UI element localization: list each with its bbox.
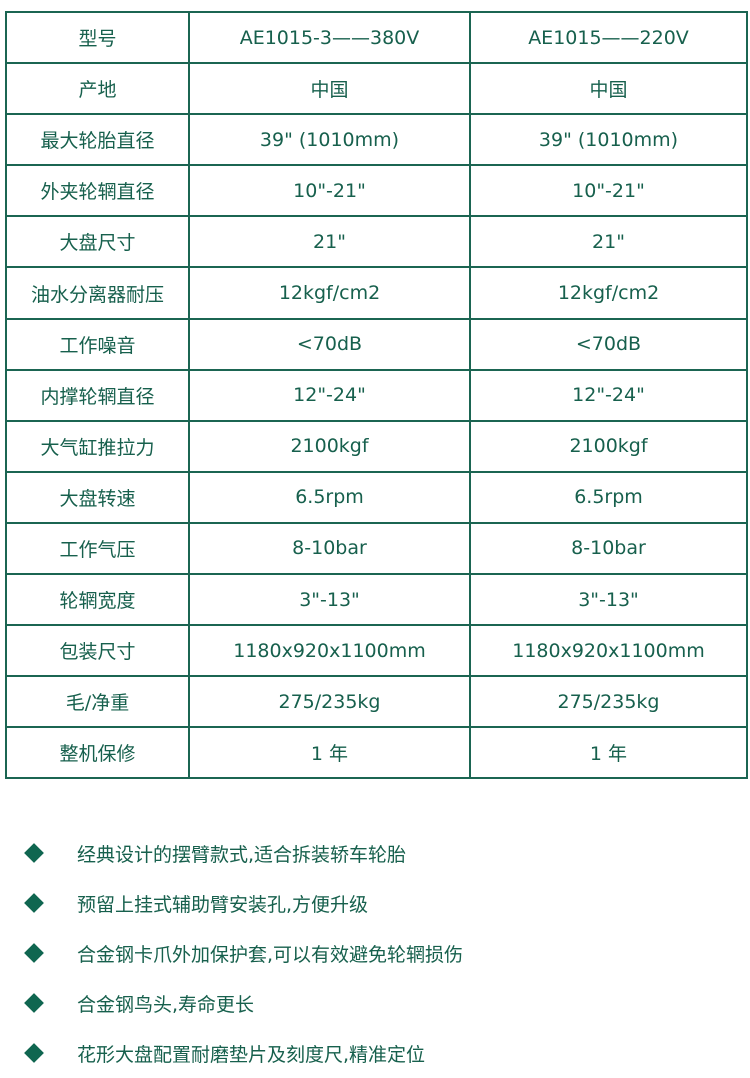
spec-label: 内撑轮辋直径 <box>5 368 190 422</box>
spec-table: 型号 AE1015-3——380V AE1015——220V 产地 中国 中国 最大轮胎直径… <box>5 10 748 780</box>
spec-value: AE1015——220V <box>469 10 748 65</box>
spec-value: 21" <box>188 215 471 269</box>
diamond-bullet-icon <box>24 843 44 863</box>
spec-label: 大盘转速 <box>5 470 190 524</box>
spec-label: 外夹轮辋直径 <box>5 164 190 218</box>
feature-item: 合金钢卡爪外加保护套,可以有效避免轮辋损伤 <box>0 928 463 978</box>
spec-label: 整机保修 <box>5 726 190 780</box>
feature-list: 经典设计的摆臂款式,适合拆装轿车轮胎 预留上挂式辅助臂安装孔,方便升级合金钢卡爪外… <box>0 828 463 1078</box>
feature-item: 经典设计的摆臂款式,适合拆装轿车轮胎 <box>0 828 463 878</box>
feature-text: 经典设计的摆臂款式,适合拆装轿车轮胎 <box>77 843 407 866</box>
table-row: 毛/净重 275/235kg 275/235kg <box>5 675 748 729</box>
table-row: 工作气压 8-10bar 8-10bar <box>5 521 748 576</box>
spec-label: 油水分离器耐压 <box>5 266 190 320</box>
diamond-bullet-icon <box>24 993 44 1013</box>
spec-label: 大气缸推拉力 <box>5 419 190 473</box>
spec-value: <70dB <box>188 317 471 371</box>
diamond-bullet-icon <box>24 1043 44 1063</box>
spec-value: 1 年 <box>469 726 748 780</box>
table-row: 外夹轮辋直径 10"-21" 10"-21" <box>5 164 748 218</box>
table-row: 内撑轮辋直径 12"-24" 12"-24" <box>5 368 748 422</box>
spec-value: 39" (1010mm) <box>469 113 748 167</box>
spec-value: 2100kgf <box>469 419 748 473</box>
spec-value: 8-10bar <box>188 521 471 576</box>
spec-label: 产地 <box>5 62 190 116</box>
spec-value: 中国 <box>469 62 748 116</box>
spec-value: 12"-24" <box>469 368 748 422</box>
table-row: 大盘尺寸 21" 21" <box>5 215 748 269</box>
spec-label: 包装尺寸 <box>5 624 190 678</box>
spec-value: 1 年 <box>188 726 471 780</box>
spec-label: 工作气压 <box>5 521 190 576</box>
spec-value: 1180x920x1100mm <box>469 624 748 678</box>
feature-text: 合金钢鸟头,寿命更长 <box>77 993 255 1016</box>
feature-item: 预留上挂式辅助臂安装孔,方便升级 <box>0 878 463 928</box>
table-row: 最大轮胎直径 39" (1010mm) 39" (1010mm) <box>5 113 748 167</box>
spec-value: 10"-21" <box>469 164 748 218</box>
feature-text: 合金钢卡爪外加保护套,可以有效避免轮辋损伤 <box>77 943 464 966</box>
feature-text: 花形大盘配置耐磨垫片及刻度尺,精准定位 <box>77 1043 426 1066</box>
spec-value: 8-10bar <box>469 521 748 576</box>
spec-value: 3"-13" <box>188 573 471 627</box>
spec-value: 12kgf/cm2 <box>469 266 748 320</box>
spec-label: 型号 <box>5 10 190 65</box>
table-row: 轮辋宽度 3"-13" 3"-13" <box>5 573 748 627</box>
spec-value: 中国 <box>188 62 471 116</box>
spec-value: 12kgf/cm2 <box>188 266 471 320</box>
table-row: 型号 AE1015-3——380V AE1015——220V <box>5 10 748 65</box>
table-row: 工作噪音 <70dB <70dB <box>5 317 748 371</box>
table-row: 产地 中国 中国 <box>5 62 748 116</box>
spec-label: 毛/净重 <box>5 675 190 729</box>
table-row: 大盘转速 6.5rpm 6.5rpm <box>5 470 748 524</box>
spec-label: 大盘尺寸 <box>5 215 190 269</box>
spec-value: 6.5rpm <box>188 470 471 524</box>
spec-value: 2100kgf <box>188 419 471 473</box>
spec-value: <70dB <box>469 317 748 371</box>
table-row: 大气缸推拉力 2100kgf 2100kgf <box>5 419 748 473</box>
spec-value: 1180x920x1100mm <box>188 624 471 678</box>
spec-value: 275/235kg <box>469 675 748 729</box>
spec-value: 12"-24" <box>188 368 471 422</box>
spec-value: 3"-13" <box>469 573 748 627</box>
spec-value: 39" (1010mm) <box>188 113 471 167</box>
spec-label: 工作噪音 <box>5 317 190 371</box>
spec-value: 10"-21" <box>188 164 471 218</box>
feature-item: 合金钢鸟头,寿命更长 <box>0 978 463 1028</box>
table-row: 油水分离器耐压 12kgf/cm2 12kgf/cm2 <box>5 266 748 320</box>
spec-label: 最大轮胎直径 <box>5 113 190 167</box>
spec-value: AE1015-3——380V <box>188 10 471 65</box>
feature-item: 花形大盘配置耐磨垫片及刻度尺,精准定位 <box>0 1028 463 1078</box>
spec-value: 275/235kg <box>188 675 471 729</box>
table-row: 包装尺寸 1180x920x1100mm 1180x920x1100mm <box>5 624 748 678</box>
feature-text: 预留上挂式辅助臂安装孔,方便升级 <box>77 893 369 916</box>
spec-value: 21" <box>469 215 748 269</box>
diamond-bullet-icon <box>24 893 44 913</box>
spec-value: 6.5rpm <box>469 470 748 524</box>
spec-label: 轮辋宽度 <box>5 573 190 627</box>
diamond-bullet-icon <box>24 943 44 963</box>
